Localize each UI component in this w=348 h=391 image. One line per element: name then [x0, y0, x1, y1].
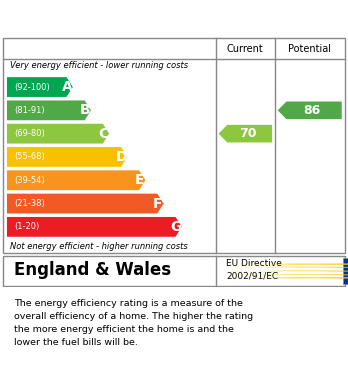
Text: D: D	[116, 150, 127, 164]
Text: (92-100): (92-100)	[14, 83, 50, 91]
Polygon shape	[220, 278, 348, 279]
Text: C: C	[98, 127, 109, 141]
Polygon shape	[220, 263, 348, 264]
Polygon shape	[7, 194, 164, 213]
Polygon shape	[7, 124, 109, 143]
Text: (81-91): (81-91)	[14, 106, 45, 115]
Text: Not energy efficient - higher running costs: Not energy efficient - higher running co…	[10, 242, 188, 251]
Text: Current: Current	[227, 43, 264, 54]
Text: B: B	[80, 103, 90, 117]
Text: (55-68): (55-68)	[14, 152, 45, 161]
Text: A: A	[62, 80, 72, 94]
Text: (1-20): (1-20)	[14, 222, 39, 231]
Polygon shape	[221, 277, 348, 278]
Text: 70: 70	[239, 127, 257, 140]
Polygon shape	[222, 274, 348, 275]
Text: Potential: Potential	[288, 43, 331, 54]
Polygon shape	[278, 102, 342, 119]
Text: E: E	[135, 173, 144, 187]
Text: The energy efficiency rating is a measure of the
overall efficiency of a home. T: The energy efficiency rating is a measur…	[14, 300, 253, 347]
Text: 86: 86	[304, 104, 321, 117]
Bar	[343, 258, 348, 284]
Polygon shape	[218, 274, 348, 275]
Polygon shape	[221, 264, 348, 265]
Polygon shape	[7, 170, 145, 190]
Polygon shape	[219, 277, 348, 278]
Polygon shape	[7, 217, 182, 237]
Polygon shape	[219, 125, 272, 142]
Polygon shape	[7, 77, 73, 97]
Text: F: F	[153, 197, 163, 211]
Text: England & Wales: England & Wales	[14, 261, 171, 279]
Text: EU Directive
2002/91/EC: EU Directive 2002/91/EC	[226, 259, 282, 280]
Text: (69-80): (69-80)	[14, 129, 45, 138]
Polygon shape	[7, 147, 127, 167]
Text: (39-54): (39-54)	[14, 176, 45, 185]
Text: Very energy efficient - lower running costs: Very energy efficient - lower running co…	[10, 61, 189, 70]
Polygon shape	[7, 100, 91, 120]
Polygon shape	[219, 264, 348, 265]
Text: Energy Efficiency Rating: Energy Efficiency Rating	[14, 10, 243, 28]
Text: (21-38): (21-38)	[14, 199, 45, 208]
Text: G: G	[171, 220, 182, 234]
